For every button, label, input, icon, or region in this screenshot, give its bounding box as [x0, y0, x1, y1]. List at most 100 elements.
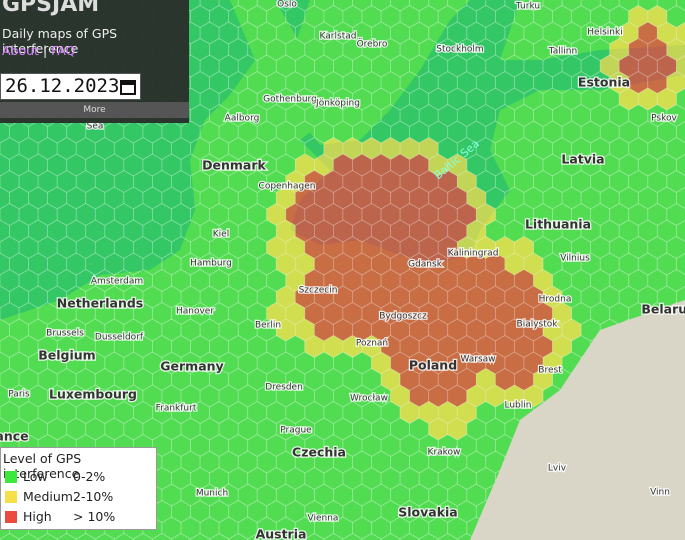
hex-cell: [456, 38, 477, 61]
hex-cell: [552, 104, 572, 127]
hex-cell: [123, 384, 144, 408]
hex-cell: [209, 170, 230, 193]
hex-cell: [332, 516, 353, 540]
hex-cell: [161, 219, 182, 243]
hex-cell: [0, 351, 10, 375]
hex-cell: [342, 71, 363, 94]
hex-cell: [628, 170, 649, 193]
hex-cell: [571, 5, 591, 28]
hex-cell: [580, 87, 601, 111]
hex-cell: [542, 87, 563, 111]
hex-cell: [199, 153, 220, 177]
hex-cell: [66, 120, 87, 144]
hex-cell: [180, 516, 201, 540]
hex-cell: [142, 351, 163, 375]
hex-cell: [104, 153, 125, 177]
hex-cell: [628, 104, 649, 127]
hex-cell: [237, 351, 258, 375]
hex-cell: [399, 38, 420, 61]
hex-cell: [113, 203, 134, 226]
hex-cell: [37, 368, 58, 391]
hex-cell: [447, 54, 468, 78]
hex-cell: [285, 467, 306, 490]
hex-cell: [456, 5, 477, 28]
hex-cell: [504, 21, 525, 45]
hex-cell: [618, 252, 639, 276]
hex-cell: [237, 87, 258, 111]
hex-cell: [161, 483, 182, 507]
map-label: Luxembourg: [49, 387, 137, 402]
hex-cell: [218, 252, 239, 276]
hex-cell: [418, 5, 439, 28]
hex-cell: [428, 87, 449, 111]
hex-cell: [552, 137, 572, 160]
hex-cell: [85, 186, 106, 210]
hex-cell: [132, 335, 153, 358]
hex-cell: [571, 38, 591, 61]
hex-cell: [9, 384, 30, 408]
hex-cell: [266, 401, 287, 424]
hex-cell: [275, 0, 296, 12]
map-label: Brest: [538, 366, 562, 376]
hex-cell: [275, 54, 296, 78]
hex-cell: [199, 318, 220, 342]
hex-cell: [132, 236, 153, 259]
hex-cell: [56, 533, 77, 540]
hex-cell: [132, 401, 153, 424]
map-label: Jönköping: [315, 99, 360, 109]
hex-cell: [28, 285, 48, 309]
hex-cell: [275, 450, 296, 474]
hex-cell: [256, 516, 277, 540]
hex-cell: [180, 153, 201, 177]
hex-cell: [256, 153, 277, 177]
hex-cell: [456, 104, 477, 127]
map-label: Gdansk: [408, 260, 443, 270]
about-link[interactable]: About: [2, 43, 39, 58]
hex-cell: [647, 137, 668, 160]
hex-cell: [371, 483, 392, 507]
hex-cell: [113, 401, 134, 424]
hex-cell: [113, 302, 134, 325]
map-label: Gothenburg: [263, 95, 317, 105]
hex-cell: [380, 467, 401, 490]
hex-cell: [323, 5, 344, 28]
hex-cell: [323, 104, 344, 127]
legend-title: Level of GPS interference: [3, 451, 82, 481]
hex-cell: [209, 401, 230, 424]
hex-cell: [9, 219, 30, 243]
hex-cell: [28, 120, 48, 144]
hex-cell: [542, 120, 563, 144]
more-button[interactable]: More: [0, 102, 189, 118]
hex-cell: [380, 5, 401, 28]
hex-cell: [247, 401, 268, 424]
hex-cell: [628, 203, 649, 226]
map-label: Vinn: [650, 488, 670, 498]
hex-cell: [94, 269, 115, 292]
hex-cell: [285, 368, 306, 391]
hex-cell: [361, 5, 382, 28]
hex-cell: [418, 533, 439, 540]
hex-cell: [218, 351, 239, 375]
hex-cell: [494, 170, 515, 193]
legend-swatch: [5, 511, 17, 523]
hex-cell: [332, 483, 353, 507]
hex-cell: [180, 417, 201, 441]
hex-cell: [9, 186, 30, 210]
hex-cell: [275, 120, 296, 144]
date-input[interactable]: 26.12.2023: [0, 73, 141, 100]
hex-cell: [571, 269, 591, 292]
app-title: GPSJAM: [2, 0, 100, 17]
hex-cell: [180, 450, 201, 474]
hex-cell: [666, 236, 685, 259]
faq-link[interactable]: FAQ: [51, 43, 76, 58]
hex-cell: [437, 533, 458, 540]
hex-cell: [676, 154, 685, 176]
hex-cell: [247, 500, 268, 523]
hex-cell: [647, 203, 668, 226]
hex-cell: [294, 54, 315, 78]
hex-cell: [171, 467, 191, 490]
hex-cell: [37, 401, 58, 424]
hex-cell: [171, 203, 191, 226]
hex-cell: [304, 434, 325, 457]
hex-cell: [75, 236, 96, 259]
